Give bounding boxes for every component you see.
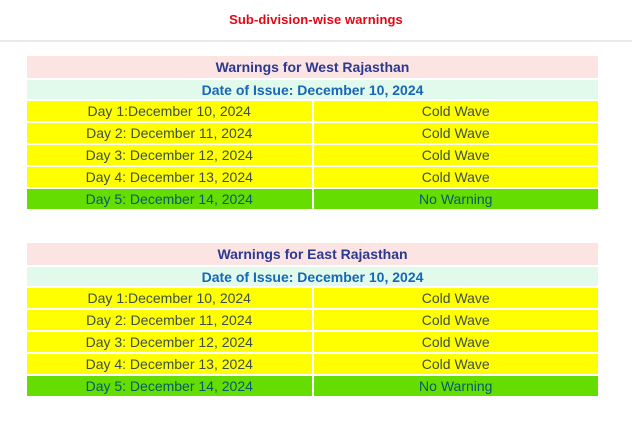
table-row: Day 5: December 14, 2024 No Warning — [27, 189, 598, 209]
table-row: Day 4: December 13, 2024 Cold Wave — [27, 167, 598, 187]
date-of-issue-row: Date of Issue: December 10, 2024 — [27, 80, 598, 99]
date-of-issue: Date of Issue: December 10, 2024 — [27, 267, 598, 286]
table-row: Day 1:December 10, 2024 Cold Wave — [27, 288, 598, 308]
warning-cell: Cold Wave — [313, 288, 598, 308]
date-of-issue-row: Date of Issue: December 10, 2024 — [27, 267, 598, 286]
table-header-row: Warnings for East Rajasthan — [27, 243, 598, 265]
warning-cell: Cold Wave — [313, 101, 598, 121]
day-cell: Day 3: December 12, 2024 — [27, 145, 312, 165]
day-cell: Day 5: December 14, 2024 — [27, 376, 312, 396]
day-cell: Day 1:December 10, 2024 — [27, 288, 312, 308]
warning-cell: No Warning — [313, 189, 598, 209]
table-title: Warnings for West Rajasthan — [27, 56, 598, 78]
day-cell: Day 2: December 11, 2024 — [27, 310, 312, 330]
table-title: Warnings for East Rajasthan — [27, 243, 598, 265]
table-row: Day 2: December 11, 2024 Cold Wave — [27, 123, 598, 143]
day-cell: Day 3: December 12, 2024 — [27, 332, 312, 352]
table-row: Day 5: December 14, 2024 No Warning — [27, 376, 598, 396]
day-cell: Day 4: December 13, 2024 — [27, 167, 312, 187]
day-cell: Day 4: December 13, 2024 — [27, 354, 312, 374]
warning-cell: Cold Wave — [313, 310, 598, 330]
warning-cell: Cold Wave — [313, 332, 598, 352]
page-title: Sub-division-wise warnings — [229, 12, 403, 27]
warning-cell: Cold Wave — [313, 123, 598, 143]
table-row: Day 1:December 10, 2024 Cold Wave — [27, 101, 598, 121]
title-divider — [0, 40, 632, 42]
warning-cell: No Warning — [313, 376, 598, 396]
warning-cell: Cold Wave — [313, 145, 598, 165]
warning-cell: Cold Wave — [313, 167, 598, 187]
day-cell: Day 1:December 10, 2024 — [27, 101, 312, 121]
table-row: Day 3: December 12, 2024 Cold Wave — [27, 145, 598, 165]
day-cell: Day 5: December 14, 2024 — [27, 189, 312, 209]
date-of-issue: Date of Issue: December 10, 2024 — [27, 80, 598, 99]
table-header-row: Warnings for West Rajasthan — [27, 56, 598, 78]
west-rajasthan-warnings-table: Warnings for West Rajasthan Date of Issu… — [25, 54, 600, 211]
table-row: Day 4: December 13, 2024 Cold Wave — [27, 354, 598, 374]
east-rajasthan-warnings-table: Warnings for East Rajasthan Date of Issu… — [25, 241, 600, 398]
warning-cell: Cold Wave — [313, 354, 598, 374]
table-row: Day 3: December 12, 2024 Cold Wave — [27, 332, 598, 352]
table-row: Day 2: December 11, 2024 Cold Wave — [27, 310, 598, 330]
day-cell: Day 2: December 11, 2024 — [27, 123, 312, 143]
